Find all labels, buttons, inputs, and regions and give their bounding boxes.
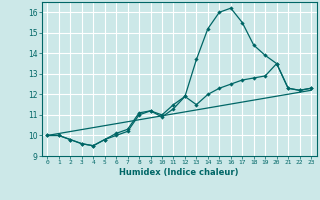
X-axis label: Humidex (Indice chaleur): Humidex (Indice chaleur) bbox=[119, 168, 239, 177]
